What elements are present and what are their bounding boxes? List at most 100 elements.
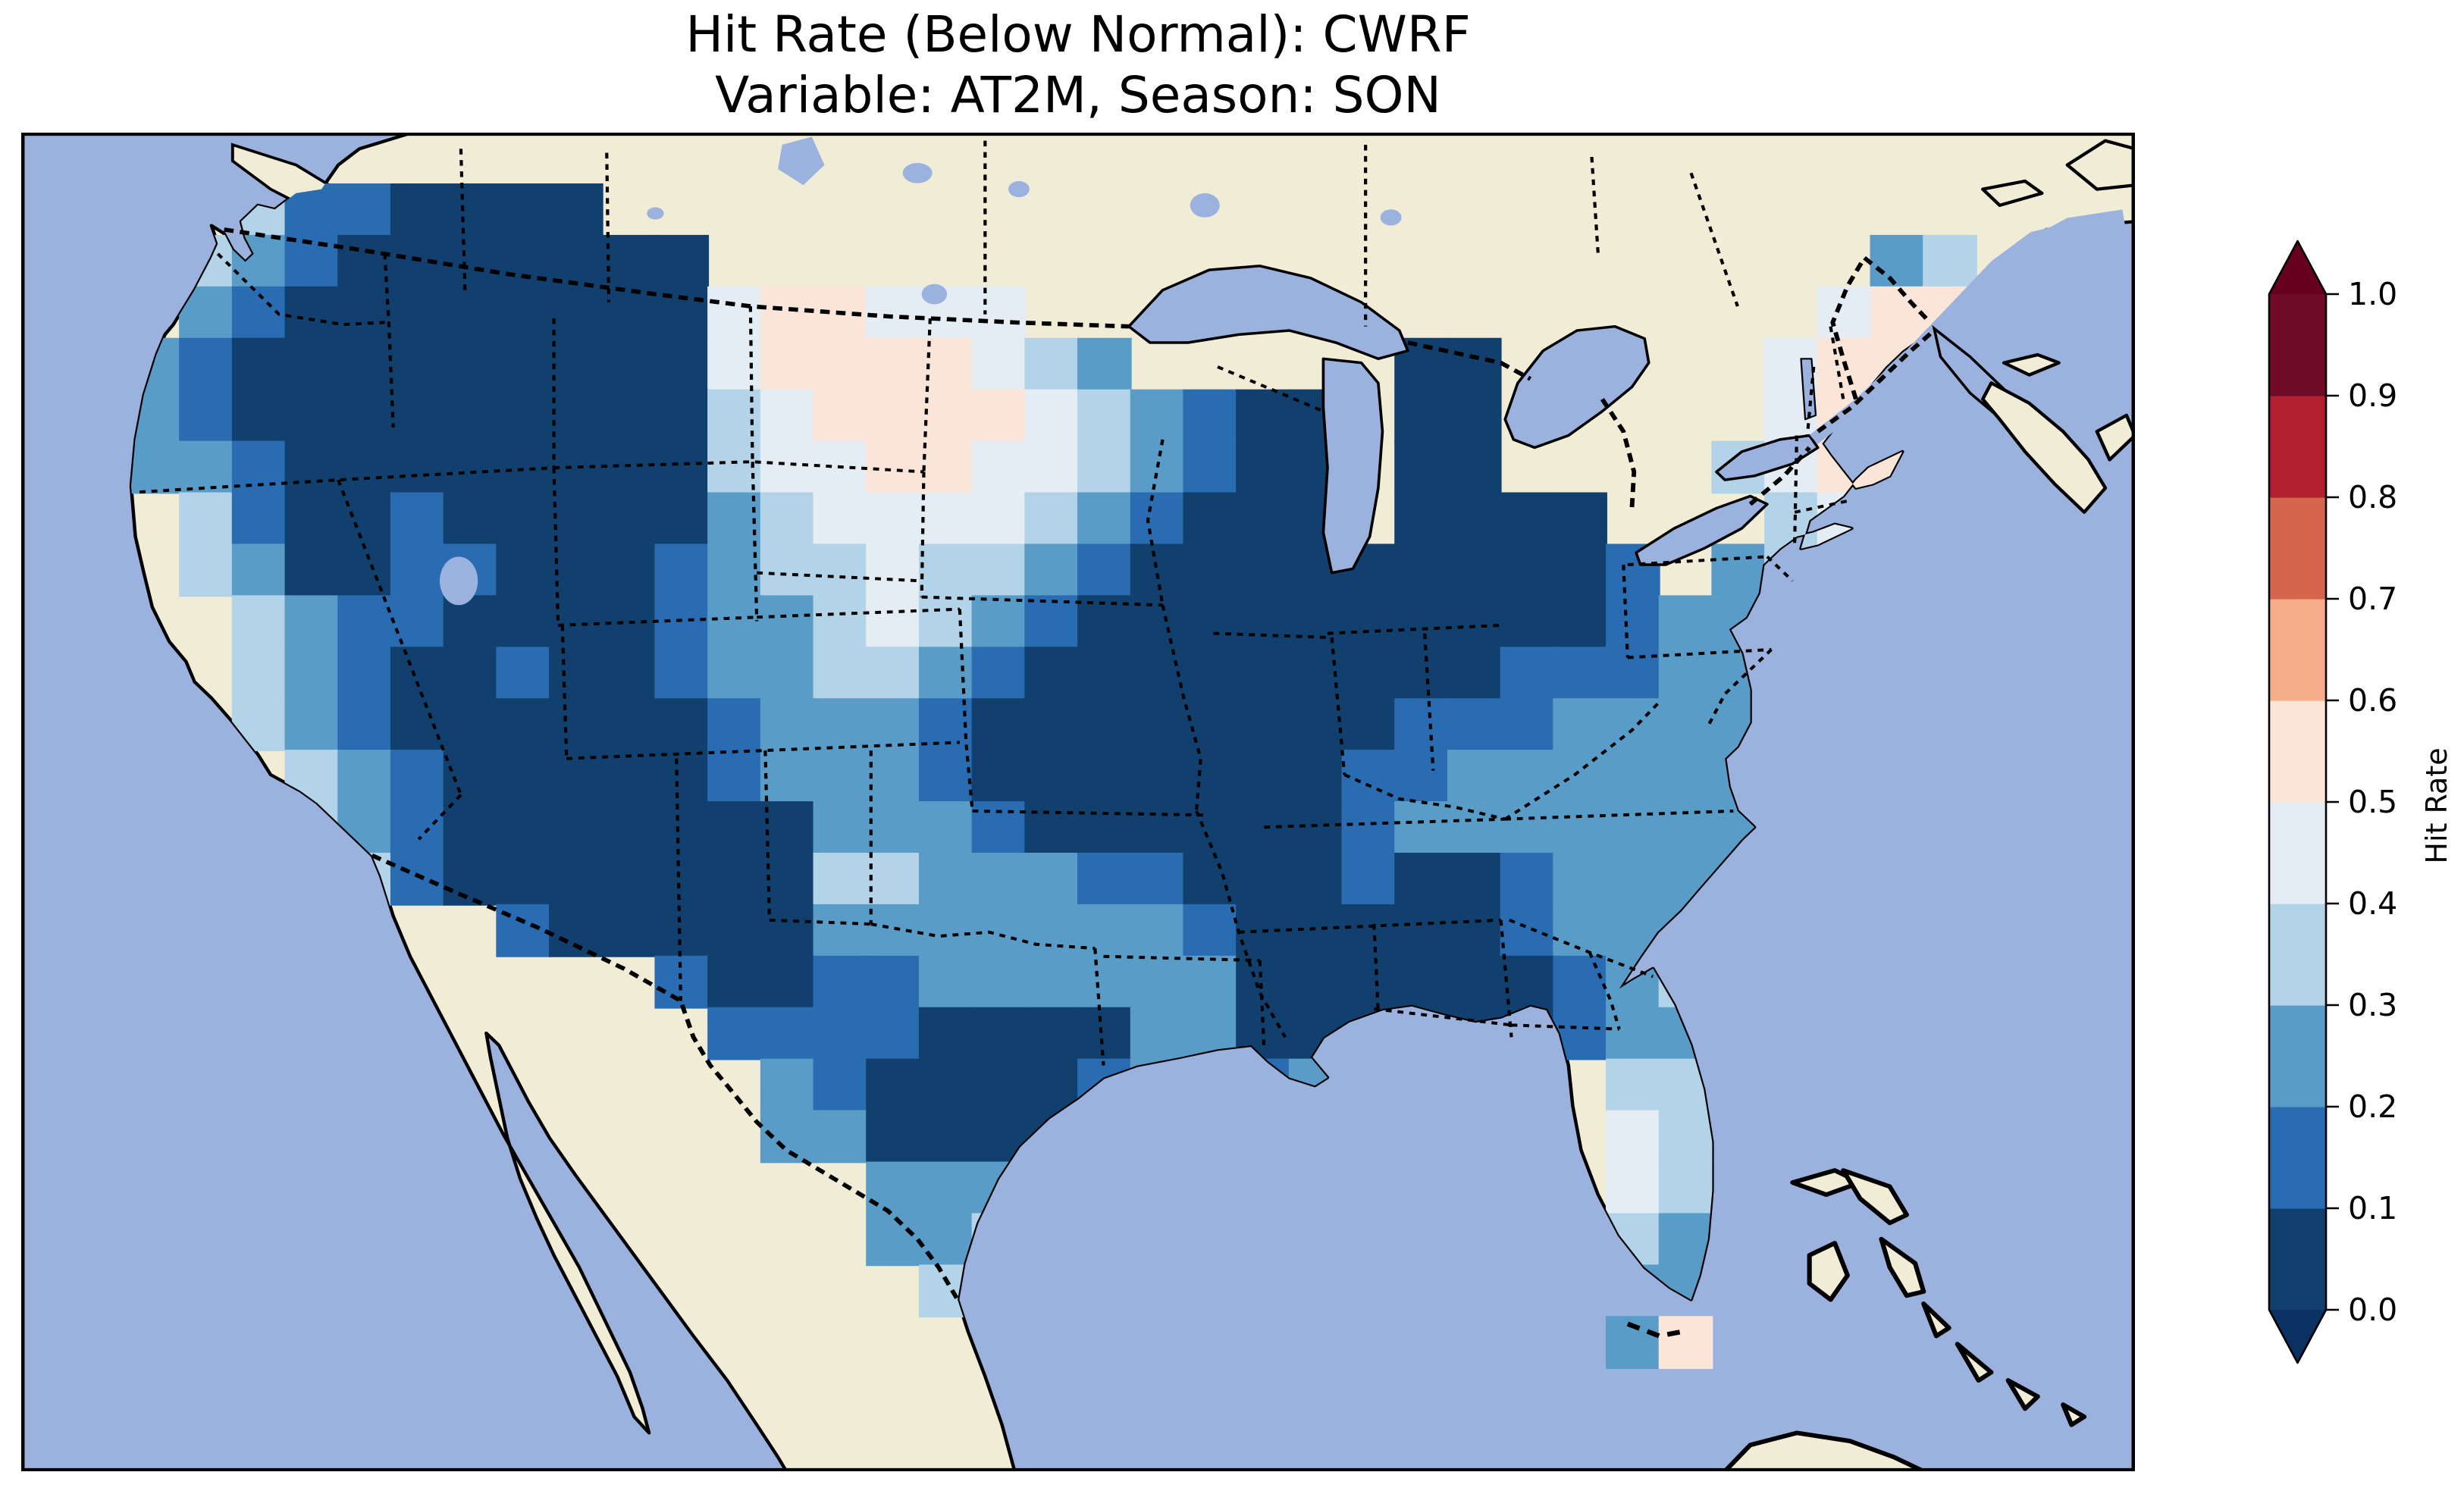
state-border-lines — [139, 252, 1852, 1066]
canada-province-borders — [459, 140, 1739, 327]
hit-rate-cell — [1658, 595, 1713, 649]
hit-rate-cell — [337, 337, 392, 391]
hit-rate-cell — [866, 904, 920, 957]
hit-rate-cell — [1077, 543, 1132, 597]
hit-rate-cell — [337, 234, 392, 288]
hit-rate-cell — [971, 904, 1027, 957]
colorbar-band-4 — [2269, 802, 2326, 904]
hit-rate-cell — [1130, 852, 1185, 906]
hit-rate-cell — [813, 595, 868, 649]
hit-rate-cell — [1288, 904, 1343, 957]
lake-huron — [1503, 324, 1651, 449]
hit-rate-cell — [1130, 1007, 1185, 1060]
hit-rate-cell — [1024, 852, 1079, 906]
hit-rate-cell — [549, 286, 603, 340]
hit-rate-cell — [866, 698, 920, 752]
hit-rate-cell — [1711, 543, 1766, 597]
hit-rate-cell — [1288, 955, 1343, 1009]
hit-rate-cell — [1447, 852, 1502, 906]
hit-rate-cell — [1024, 492, 1079, 546]
hit-rate-cell — [1236, 955, 1290, 1009]
hit-rate-cell — [1447, 750, 1502, 803]
hit-rate-cell — [390, 183, 445, 236]
hit-rate-cell — [1288, 852, 1343, 906]
acklins-island — [2005, 1378, 2040, 1411]
hit-rate-cell — [1606, 595, 1660, 649]
hit-rate-cell — [1394, 955, 1449, 1009]
hit-rate-cell — [443, 801, 498, 854]
hit-rate-cell — [813, 698, 868, 752]
hit-rate-cell — [707, 543, 762, 597]
hit-rate-cell — [337, 595, 392, 649]
hit-rate-cell — [284, 595, 340, 649]
hit-rate-cell — [760, 389, 815, 443]
hit-rate-cell — [496, 389, 550, 443]
hit-rate-cell — [813, 492, 868, 546]
hit-rate-cell — [1236, 440, 1290, 494]
hit-rate-cell — [760, 801, 815, 854]
hit-rate-cell — [337, 183, 392, 236]
lake-ontario — [1715, 434, 1820, 481]
lake-champlain — [1800, 358, 1817, 421]
hit-rate-cell — [496, 492, 550, 546]
hit-rate-cell — [496, 647, 550, 700]
hit-rate-cell — [918, 595, 973, 649]
hit-rate-cell — [971, 492, 1027, 546]
hit-rate-cell — [1024, 543, 1079, 597]
great-salt-lake — [440, 556, 478, 606]
hit-rate-cell — [1394, 595, 1449, 649]
hit-rate-cell — [1077, 1007, 1132, 1060]
hit-rate-cell — [1130, 698, 1185, 752]
colorbar-ticks: 1.0 0.9 0.8 0.7 0.6 0.5 0.4 0.3 0.2 0.1 0.0 — [2326, 276, 2397, 1328]
abaco-island — [1841, 1168, 1909, 1226]
hit-rate-cell — [918, 750, 973, 803]
lakes — [440, 136, 1820, 606]
hit-rate-cell — [866, 801, 920, 854]
hit-rate-cell — [760, 543, 815, 597]
hit-rate-cell — [813, 543, 868, 597]
hit-rate-cell — [443, 234, 498, 288]
cat-island — [1921, 1301, 1951, 1339]
hit-rate-cell — [443, 595, 498, 649]
hit-rate-cell — [654, 698, 710, 752]
colorbar-band-2 — [2269, 1005, 2326, 1107]
hit-rate-cell — [1236, 852, 1290, 906]
hit-rate-cell — [1606, 750, 1660, 803]
hit-rate-cell — [390, 750, 445, 803]
anticosti-island — [1981, 179, 2044, 208]
hit-rate-cell — [1764, 492, 1819, 546]
hit-rate-cell — [1236, 389, 1290, 443]
hit-rate-cell — [1024, 1007, 1079, 1060]
hit-rate-cell — [1288, 750, 1343, 803]
hit-rate-cell — [1077, 750, 1132, 803]
hit-rate-cell — [1553, 492, 1607, 546]
hit-rate-cell — [1236, 647, 1290, 700]
hit-rate-cell — [549, 801, 603, 854]
hit-rate-cell — [1447, 492, 1502, 546]
hit-rate-cell — [1553, 647, 1607, 700]
hit-rate-cell — [1447, 801, 1502, 854]
hit-rate-cell — [443, 647, 498, 700]
hit-rate-cell — [1394, 440, 1449, 494]
hit-rate-cell — [866, 1058, 920, 1112]
hit-rate-cell — [1658, 1316, 1713, 1370]
hit-rate-cell — [284, 440, 340, 494]
hit-rate-cell — [971, 337, 1027, 391]
hit-rate-cell — [654, 492, 710, 546]
hit-rate-cell — [1024, 440, 1079, 494]
hit-rate-cell — [549, 904, 603, 957]
hit-rate-cell — [1394, 801, 1449, 854]
hit-rate-cell — [971, 698, 1027, 752]
hit-rate-cell — [918, 1161, 973, 1215]
hit-rate-cell — [866, 440, 920, 494]
hit-rate-cell — [179, 440, 234, 494]
title-line-2: Variable: AT2M, Season: SON — [715, 66, 1441, 124]
hit-rate-cell — [707, 286, 762, 340]
hit-rate-cell — [1341, 595, 1397, 649]
hit-rate-cell — [918, 1213, 973, 1267]
hit-rate-cell — [866, 1161, 920, 1215]
lake-of-the-woods — [921, 283, 948, 305]
hit-rate-cell — [601, 337, 657, 391]
hit-rate-cell — [1606, 698, 1660, 752]
hit-rate-cell — [813, 389, 868, 443]
